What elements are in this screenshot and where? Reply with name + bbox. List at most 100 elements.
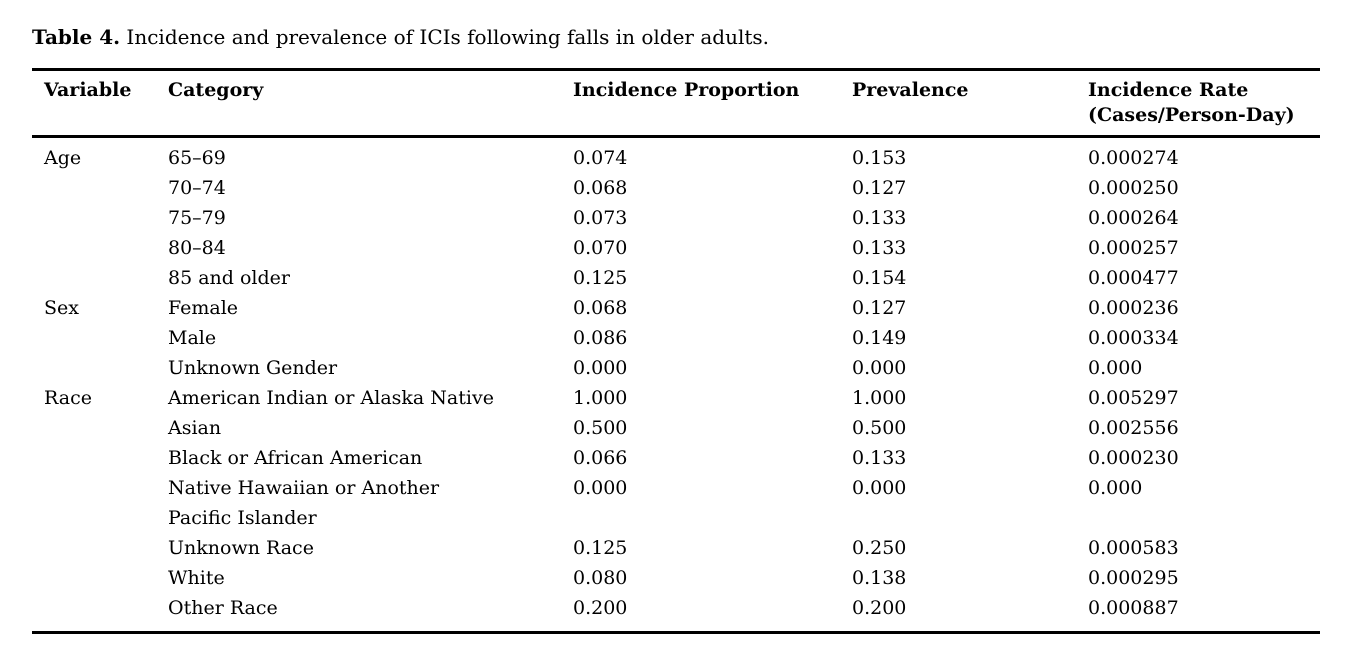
incidence-rate-cell: 0.000250 [1088,177,1179,199]
table-row: Age 65–69 0.074 0.153 0.000274 [32,137,1320,174]
incidence-proportion-cell: 1.000 [573,387,628,409]
incidence-rate-cell: 0.000274 [1088,147,1179,169]
variable-cell [32,353,168,383]
variable-cell [32,473,168,533]
table-row: 70–74 0.068 0.127 0.000250 [32,173,1320,203]
incidence-rate-cell: 0.000257 [1088,237,1179,259]
incidence-proportion-cell: 0.000 [573,357,628,379]
incidence-proportion-cell: 0.125 [573,537,628,559]
incidence-proportion-cell: 0.125 [573,267,628,289]
prevalence-cell: 0.250 [852,537,907,559]
table-row: Unknown Race 0.125 0.250 0.000583 [32,533,1320,563]
incidence-proportion-cell: 0.068 [573,297,628,319]
category-cell: Other Race [168,597,278,619]
prevalence-cell: 0.133 [852,237,907,259]
category-cell: Female [168,297,239,319]
variable-cell [32,263,168,293]
header-prevalence: Prevalence [852,69,1088,138]
incidence-proportion-cell: 0.066 [573,447,628,469]
variable-cell [32,203,168,233]
category-cell: Unknown Gender [168,357,338,379]
category-cell: Asian [168,417,222,439]
variable-cell [32,563,168,593]
incidence-proportion-cell: 0.080 [573,567,628,589]
variable-cell [32,233,168,263]
table-row: 85 and older 0.125 0.154 0.000477 [32,263,1320,293]
header-incidence-rate: Incidence Rate (Cases/Person-Day) [1088,69,1320,138]
prevalence-cell: 0.000 [852,357,907,379]
variable-cell [32,173,168,203]
table-caption: Table 4. Incidence and prevalence of ICI… [32,24,1320,50]
table-body: Age 65–69 0.074 0.153 0.000274 70–74 0.0… [32,137,1320,633]
category-cell: 80–84 [168,237,226,259]
header-category: Category [168,69,573,138]
header-variable: Variable [32,69,168,138]
table-caption-text: Incidence and prevalence of ICIs followi… [120,25,770,49]
variable-cell: Race [44,387,92,409]
table-row: Race American Indian or Alaska Native 1.… [32,383,1320,413]
table-row: Asian 0.500 0.500 0.002556 [32,413,1320,443]
prevalence-cell: 0.149 [852,327,907,349]
incidence-rate-cell: 0.000 [1088,477,1143,499]
incidence-proportion-cell: 0.070 [573,237,628,259]
incidence-rate-cell: 0.002556 [1088,417,1179,439]
incidence-proportion-cell: 0.200 [573,597,628,619]
prevalence-cell: 0.138 [852,567,907,589]
prevalence-cell: 0.127 [852,177,907,199]
variable-cell [32,533,168,563]
table-row: Other Race 0.200 0.200 0.000887 [32,593,1320,633]
incidence-rate-cell: 0.000236 [1088,297,1179,319]
category-cell: American Indian or Alaska Native [168,387,494,409]
incidence-rate-cell: 0.000887 [1088,597,1179,619]
incidence-rate-cell: 0.000264 [1088,207,1179,229]
table-header: Variable Category Incidence Proportion P… [32,69,1320,138]
incidence-prevalence-table: Variable Category Incidence Proportion P… [32,68,1320,634]
header-row: Variable Category Incidence Proportion P… [32,69,1320,138]
category-cell: Male [168,327,217,349]
category-cell: 85 and older [168,267,290,289]
category-cell: 75–79 [168,207,226,229]
incidence-proportion-cell: 0.500 [573,417,628,439]
table-row: Black or African American 0.066 0.133 0.… [32,443,1320,473]
variable-cell [32,443,168,473]
variable-cell: Sex [44,297,79,319]
incidence-rate-cell: 0.000334 [1088,327,1179,349]
variable-cell: Age [44,147,82,169]
table-row: 75–79 0.073 0.133 0.000264 [32,203,1320,233]
variable-cell [32,593,168,633]
prevalence-cell: 0.154 [852,267,907,289]
table-row: Unknown Gender 0.000 0.000 0.000 [32,353,1320,383]
table-row: White 0.080 0.138 0.000295 [32,563,1320,593]
prevalence-cell: 0.200 [852,597,907,619]
incidence-proportion-cell: 0.086 [573,327,628,349]
category-cell: White [168,567,225,589]
incidence-rate-cell: 0.000 [1088,357,1143,379]
prevalence-cell: 0.133 [852,207,907,229]
table-row: Native Hawaiian or Another Pacific Islan… [32,473,1320,533]
incidence-rate-cell: 0.005297 [1088,387,1179,409]
incidence-rate-cell: 0.000295 [1088,567,1179,589]
incidence-proportion-cell: 0.068 [573,177,628,199]
prevalence-cell: 0.500 [852,417,907,439]
incidence-proportion-cell: 0.073 [573,207,628,229]
table-row: 80–84 0.070 0.133 0.000257 [32,233,1320,263]
category-cell: Black or African American [168,447,423,469]
incidence-rate-cell: 0.000477 [1088,267,1179,289]
incidence-rate-cell: 0.000230 [1088,447,1179,469]
variable-cell [32,413,168,443]
prevalence-cell: 0.000 [852,477,907,499]
category-cell: 70–74 [168,177,226,199]
table-caption-label: Table 4. [32,25,121,49]
paper-page: Table 4. Incidence and prevalence of ICI… [32,24,1320,634]
prevalence-cell: 0.127 [852,297,907,319]
category-cell: 65–69 [168,147,226,169]
prevalence-cell: 1.000 [852,387,907,409]
incidence-proportion-cell: 0.000 [573,477,628,499]
table-row: Sex Female 0.068 0.127 0.000236 [32,293,1320,323]
prevalence-cell: 0.153 [852,147,907,169]
prevalence-cell: 0.133 [852,447,907,469]
incidence-rate-cell: 0.000583 [1088,537,1179,559]
header-incidence-proportion: Incidence Proportion [573,69,852,138]
category-cell: Unknown Race [168,537,314,559]
variable-cell [32,323,168,353]
